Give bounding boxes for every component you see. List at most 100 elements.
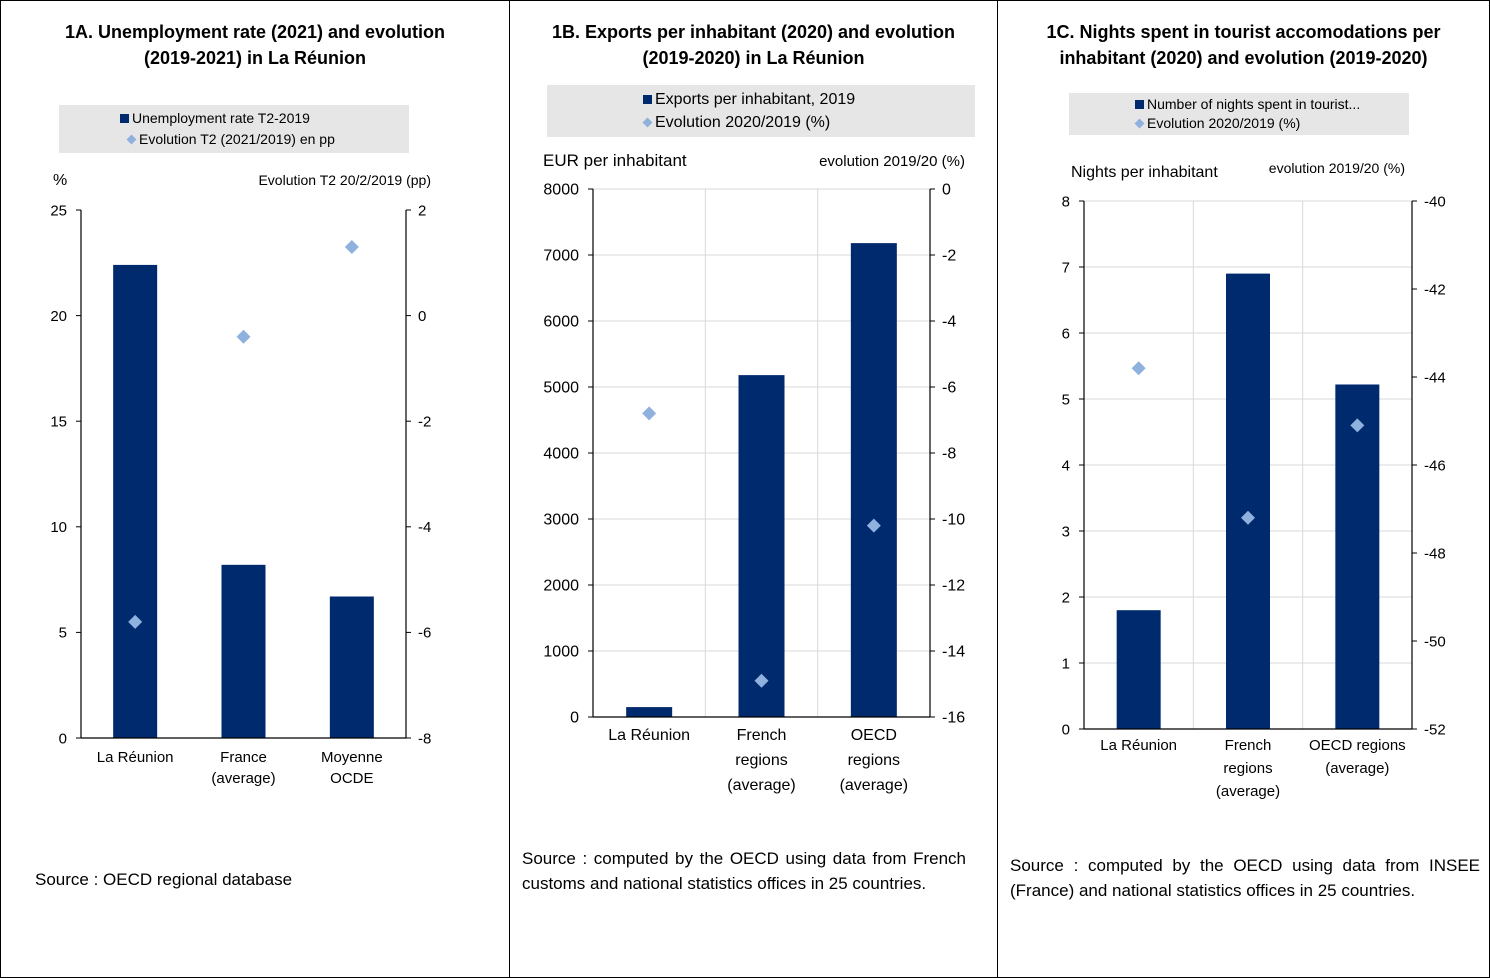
y-tick-label-left: 7 bbox=[1062, 259, 1070, 276]
bar bbox=[850, 243, 897, 717]
chart-1a: % Evolution T2 20/2/2019 (pp)0510152025-8… bbox=[50, 172, 431, 787]
y-axis-right-label: Evolution T2 20/2/2019 (pp) bbox=[258, 172, 431, 188]
marker-point bbox=[1131, 361, 1146, 376]
y-tick-label-left: 4000 bbox=[543, 446, 579, 463]
x-tick-label: French bbox=[737, 727, 787, 744]
y-tick-label-right: 0 bbox=[942, 182, 951, 199]
y-tick-label-left: 0 bbox=[1062, 721, 1070, 738]
legend-label: Evolution T2 (2021/2019) en pp bbox=[139, 131, 335, 147]
source-note: Source : computed by the OECD using data… bbox=[1010, 856, 1480, 900]
legend-label: Number of nights spent in tourist... bbox=[1147, 96, 1361, 112]
y-axis-left-label: EUR per inhabitant bbox=[543, 151, 687, 170]
x-tick-label: regions bbox=[1223, 760, 1272, 777]
legend-item-marker: Evolution 2020/2019 (%) bbox=[1069, 114, 1409, 133]
title-line-2: (2019-2020) in La Réunion bbox=[642, 48, 865, 68]
x-tick-label: (average) bbox=[840, 777, 908, 794]
x-tick-label: regions bbox=[735, 752, 787, 769]
y-tick-label-right: -16 bbox=[942, 710, 965, 727]
bar bbox=[1116, 610, 1161, 729]
y-tick-label-right: -4 bbox=[418, 519, 431, 536]
y-tick-label-left: 2 bbox=[1062, 589, 1070, 606]
bar bbox=[1226, 273, 1270, 729]
y-tick-label-left: 8 bbox=[1062, 193, 1070, 210]
y-tick-label-right: -42 bbox=[1424, 281, 1446, 298]
y-tick-label-right: -40 bbox=[1424, 193, 1446, 210]
title-line-1: 1C. Nights spent in tourist accomodation… bbox=[1046, 22, 1441, 42]
panel-1b: 1B. Exports per inhabitant (2020) and ev… bbox=[509, 1, 997, 977]
marker-point bbox=[866, 518, 881, 533]
legend-label: Evolution 2020/2019 (%) bbox=[655, 114, 831, 131]
x-tick-label: (average) bbox=[727, 777, 795, 794]
bar-swatch-icon bbox=[643, 95, 652, 104]
bar bbox=[113, 264, 158, 738]
legend-label: Evolution 2020/2019 (%) bbox=[1147, 115, 1301, 131]
x-tick-label: French bbox=[1225, 737, 1272, 754]
y-tick-label-right: -8 bbox=[418, 730, 431, 747]
marker-point bbox=[236, 329, 251, 344]
x-tick-label: OECD bbox=[851, 727, 897, 744]
x-tick-label: OCDE bbox=[330, 770, 373, 787]
title-line-1: 1A. Unemployment rate (2021) and evoluti… bbox=[64, 22, 446, 42]
legend-label: Unemployment rate T2-2019 bbox=[132, 110, 310, 126]
bar bbox=[1335, 384, 1380, 729]
marker-point bbox=[128, 614, 143, 629]
marker-point bbox=[1241, 510, 1255, 525]
source-note: Source : OECD regional database bbox=[35, 870, 293, 889]
legend-item-bar: Number of nights spent in tourist... bbox=[1069, 95, 1409, 114]
y-tick-label-left: 20 bbox=[50, 308, 67, 325]
y-tick-label-left: 8000 bbox=[543, 182, 579, 199]
chart-1b: EUR per inhabitant evolution 2019/20 (%) 0… bbox=[543, 151, 965, 794]
y-tick-label-left: 4 bbox=[1062, 457, 1070, 474]
y-tick-label-left: 6 bbox=[1062, 325, 1070, 342]
legend-item-marker: Evolution T2 (2021/2019) en pp bbox=[59, 129, 409, 150]
y-tick-label-right: -48 bbox=[1424, 545, 1446, 562]
y-tick-label-left: 10 bbox=[50, 519, 67, 536]
y-tick-label-left: 5 bbox=[59, 625, 67, 642]
x-tick-label: regions bbox=[848, 752, 900, 769]
y-tick-label-left: 5000 bbox=[543, 380, 579, 397]
bar-swatch-icon bbox=[1135, 100, 1144, 109]
y-tick-label-left: 0 bbox=[570, 710, 579, 727]
y-tick-label-left: 7000 bbox=[543, 248, 579, 265]
y-tick-label-left: 25 bbox=[50, 202, 67, 219]
legend: Exports per inhabitant, 2019 Evolution 2… bbox=[547, 85, 975, 137]
x-tick-label: La Réunion bbox=[608, 727, 690, 744]
source-note: Source : computed by the OECD using data… bbox=[522, 849, 966, 893]
chart-1c: Nights per inhabitant evolution 2019/20 (… bbox=[1062, 160, 1446, 800]
y-axis-right-label: evolution 2019/20 (%) bbox=[819, 153, 965, 170]
panel-title: 1A. Unemployment rate (2021) and evoluti… bbox=[11, 19, 499, 71]
y-tick-label-right: 0 bbox=[418, 308, 426, 325]
title-line-2: inhabitant (2020) and evolution (2019-20… bbox=[1059, 48, 1428, 68]
y-tick-label-right: -2 bbox=[418, 413, 431, 430]
x-tick-label: (average) bbox=[1216, 783, 1280, 800]
x-tick-label: Moyenne bbox=[321, 749, 383, 766]
y-tick-label-left: 3000 bbox=[543, 512, 579, 529]
y-tick-label-left: 0 bbox=[59, 730, 67, 747]
y-tick-label-left: 2000 bbox=[543, 578, 579, 595]
y-tick-label-right: -12 bbox=[942, 578, 965, 595]
marker-point bbox=[1350, 418, 1365, 433]
title-line-1: 1B. Exports per inhabitant (2020) and ev… bbox=[551, 22, 956, 42]
bar bbox=[329, 596, 374, 738]
y-tick-label-left: 15 bbox=[50, 413, 67, 430]
y-tick-label-left: 1000 bbox=[543, 644, 579, 661]
y-tick-label-right: -46 bbox=[1424, 457, 1446, 474]
marker-point bbox=[642, 406, 657, 421]
y-tick-label-left: 3 bbox=[1062, 523, 1070, 540]
marker-point bbox=[754, 673, 769, 688]
panel-1c: 1C. Nights spent in tourist accomodation… bbox=[997, 1, 1489, 977]
y-tick-label-right: -14 bbox=[942, 644, 965, 661]
x-tick-label: (average) bbox=[211, 770, 275, 787]
y-tick-label-right: -8 bbox=[942, 446, 956, 463]
marker-point bbox=[344, 239, 359, 254]
panel-title: 1C. Nights spent in tourist accomodation… bbox=[1008, 19, 1479, 71]
legend-item-bar: Exports per inhabitant, 2019 bbox=[547, 88, 975, 111]
bar-swatch-icon bbox=[120, 114, 129, 123]
y-axis-left-label: Nights per inhabitant bbox=[1071, 164, 1218, 181]
y-tick-label-right: -6 bbox=[942, 380, 956, 397]
x-tick-label: La Réunion bbox=[97, 749, 174, 766]
legend-label: Exports per inhabitant, 2019 bbox=[655, 91, 856, 108]
x-tick-label: La Réunion bbox=[1100, 737, 1177, 754]
bar bbox=[221, 564, 266, 738]
